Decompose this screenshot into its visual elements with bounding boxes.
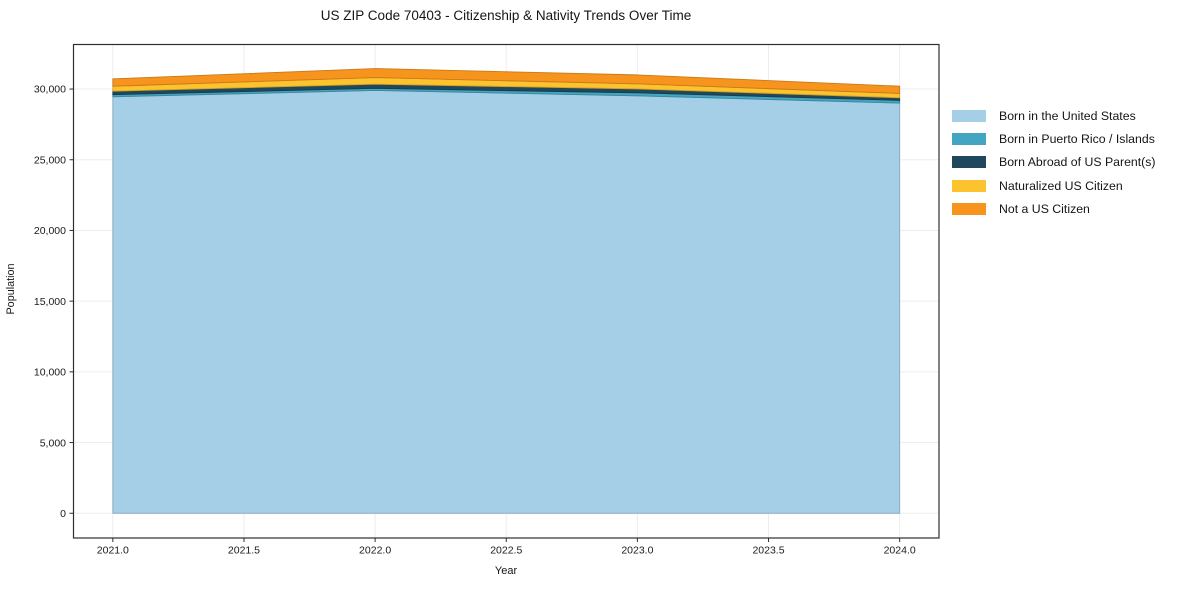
y-tick-label: 15,000	[34, 296, 66, 308]
area-not-a-us-citizen	[112, 68, 901, 94]
legend-label: Born Abroad of US Parent(s)	[999, 155, 1156, 170]
x-tick-label: 2021.0	[97, 545, 129, 557]
legend-swatch	[952, 156, 986, 169]
x-tick-label: 2023.0	[621, 545, 653, 557]
legend-item-born-in-puerto-rico-islands: Born in Puerto Rico / Islands	[952, 127, 1156, 150]
x-tick-label: 2021.5	[228, 545, 260, 557]
x-tick-label: 2022.0	[359, 545, 391, 557]
y-tick-label: 20,000	[34, 225, 66, 237]
y-tick-label: 0	[60, 508, 66, 520]
x-axis-label: Year	[494, 565, 518, 577]
y-tick-label: 30,000	[34, 84, 66, 96]
legend: Born in the United States Born in Puerto …	[952, 104, 1156, 221]
legend-item-born-in-the-united-states: Born in the United States	[952, 104, 1156, 127]
y-tick-label: 5,000	[40, 437, 66, 449]
x-tick-label: 2022.5	[490, 545, 522, 557]
legend-swatch	[952, 179, 986, 192]
legend-item-not-a-us-citizen: Not a US Citizen	[952, 198, 1156, 221]
legend-label: Not a US Citizen	[999, 202, 1090, 217]
legend-swatch	[952, 109, 986, 122]
legend-item-naturalized-us-citizen: Naturalized US Citizen	[952, 174, 1156, 197]
area-born-in-the-united-states	[112, 90, 901, 514]
legend-label: Born in the United States	[999, 108, 1136, 123]
legend-swatch	[952, 133, 986, 146]
legend-swatch	[952, 203, 986, 216]
legend-item-born-abroad-of-us-parent-s: Born Abroad of US Parent(s)	[952, 151, 1156, 174]
legend-label: Naturalized US Citizen	[999, 178, 1123, 193]
y-tick-label: 25,000	[34, 154, 66, 166]
chart-title: US ZIP Code 70403 - Citizenship & Nativi…	[320, 8, 692, 23]
legend-label: Born in Puerto Rico / Islands	[999, 132, 1155, 147]
y-tick-label: 10,000	[34, 367, 66, 379]
x-tick-label: 2024.0	[884, 545, 916, 557]
x-tick-label: 2023.5	[752, 545, 784, 557]
